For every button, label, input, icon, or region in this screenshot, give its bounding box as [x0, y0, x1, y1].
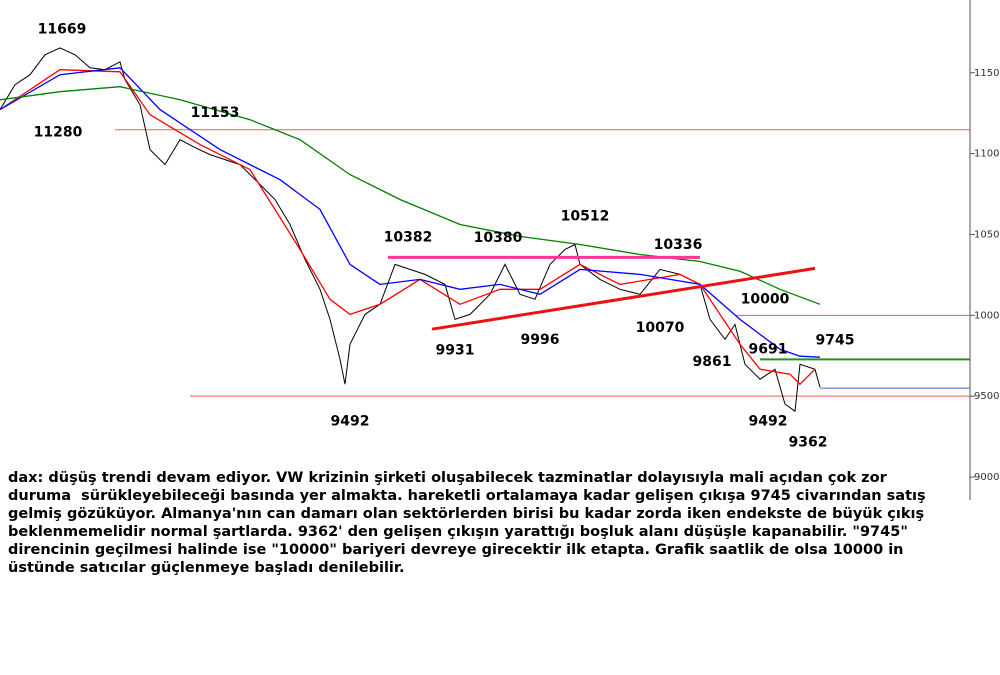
annotation: 9362 [789, 434, 828, 450]
annotation: 9691 [749, 341, 788, 357]
annotation: 10382 [384, 230, 433, 246]
y-tick-label: 10000 [974, 310, 1000, 321]
annotation: 10000 [741, 291, 790, 307]
annotation: 10380 [474, 230, 523, 246]
caption-line: üstünde satıcılar güçlenmeye başladı den… [8, 560, 404, 576]
annotation: 9492 [749, 413, 788, 429]
y-tick-label: 9500, [974, 391, 1000, 402]
series-line [0, 47, 821, 413]
annotation: 9996 [521, 332, 560, 348]
annotation: 9492 [331, 413, 370, 429]
y-tick-label: 11000 [974, 149, 1000, 160]
annotation: 11669 [38, 21, 87, 37]
annotation: 10336 [654, 237, 703, 253]
annotation: 10512 [561, 209, 610, 225]
caption-line: beklenmemelidir normal şartlarda. 9362' … [8, 524, 908, 540]
y-tick-label: 10500 [974, 229, 1000, 240]
trend-line [431, 266, 816, 331]
caption-line: direncinin geçilmesi halinde ise "10000"… [8, 542, 904, 558]
series-line [0, 86, 821, 305]
y-tick-label: 9000, [974, 472, 1000, 483]
series-line [0, 67, 821, 358]
y-tick-label: 11500 [974, 68, 1000, 79]
annotation: 11153 [191, 105, 240, 121]
annotation: 9861 [693, 354, 732, 370]
annotation: 9931 [436, 342, 475, 358]
caption-line: duruma sürükleyebileceği basında yer alm… [8, 488, 926, 504]
annotation: 11280 [34, 124, 83, 140]
annotation: 10070 [636, 320, 685, 336]
caption-line: gelmiş gözüküyor. Almanya'nın can damarı… [8, 506, 924, 522]
annotation: 9745 [816, 333, 855, 349]
series-line [0, 69, 816, 386]
caption-line: dax: düşüş trendi devam ediyor. VW krizi… [8, 470, 888, 486]
